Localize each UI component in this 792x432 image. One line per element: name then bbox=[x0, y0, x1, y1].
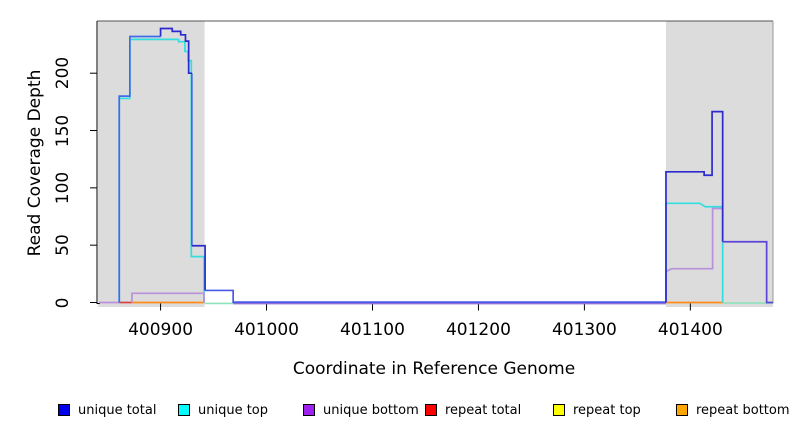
y-tick-label: 100 bbox=[53, 171, 73, 205]
legend-swatch bbox=[676, 403, 688, 416]
legend-swatch bbox=[553, 403, 565, 416]
legend-label: repeat bottom bbox=[696, 403, 790, 418]
series-total-bottom-overlap-shelf bbox=[722, 240, 773, 304]
x-tick-label: 401000 bbox=[234, 320, 299, 340]
series-unique-total-right-block bbox=[665, 110, 724, 303]
legend-label: unique total bbox=[78, 403, 157, 418]
x-tick-label: 401400 bbox=[657, 320, 723, 340]
series-unique-total-mid-shelf bbox=[191, 244, 206, 291]
legend-label: unique top bbox=[198, 403, 269, 418]
repeat-region-left bbox=[98, 20, 205, 307]
legend-swatch bbox=[303, 403, 315, 416]
x-tick-label: 401100 bbox=[340, 320, 405, 340]
x-axis-title: Coordinate in Reference Genome bbox=[292, 359, 576, 379]
legend-swatch bbox=[425, 403, 437, 416]
legend-label: unique bottom bbox=[323, 403, 419, 418]
legend-item-unique-top: unique top bbox=[178, 400, 268, 418]
legend-swatch bbox=[58, 403, 70, 416]
y-tick-label: 200 bbox=[53, 56, 73, 90]
series-unique-total-peak-bump bbox=[159, 27, 192, 75]
y-tick-label: 50 bbox=[53, 234, 73, 256]
y-tick-label: 0 bbox=[53, 297, 73, 308]
legend-label: repeat total bbox=[445, 403, 522, 418]
legend-item-repeat-top: repeat top bbox=[553, 400, 641, 418]
series-unique-total-left-block bbox=[118, 35, 161, 303]
y-axis-title: Read Coverage Depth bbox=[25, 69, 45, 257]
legend-item-repeat-bottom: repeat bottom bbox=[676, 400, 790, 418]
legend-item-repeat-total: repeat total bbox=[425, 400, 521, 418]
x-tick-label: 400900 bbox=[128, 320, 194, 340]
series-unique-total-low-shelf bbox=[205, 289, 666, 304]
x-tick-label: 401200 bbox=[445, 320, 511, 340]
legend-item-unique-bottom: unique bottom bbox=[303, 400, 419, 418]
repeat-region-right bbox=[665, 20, 773, 307]
legend-swatch bbox=[178, 403, 190, 416]
legend-label: repeat top bbox=[573, 403, 641, 418]
series-unique-bottom-left-shelf bbox=[131, 292, 205, 303]
legend-item-unique-total: unique total bbox=[58, 400, 156, 418]
x-tick-label: 401300 bbox=[551, 320, 617, 340]
y-tick-label: 150 bbox=[53, 114, 73, 147]
